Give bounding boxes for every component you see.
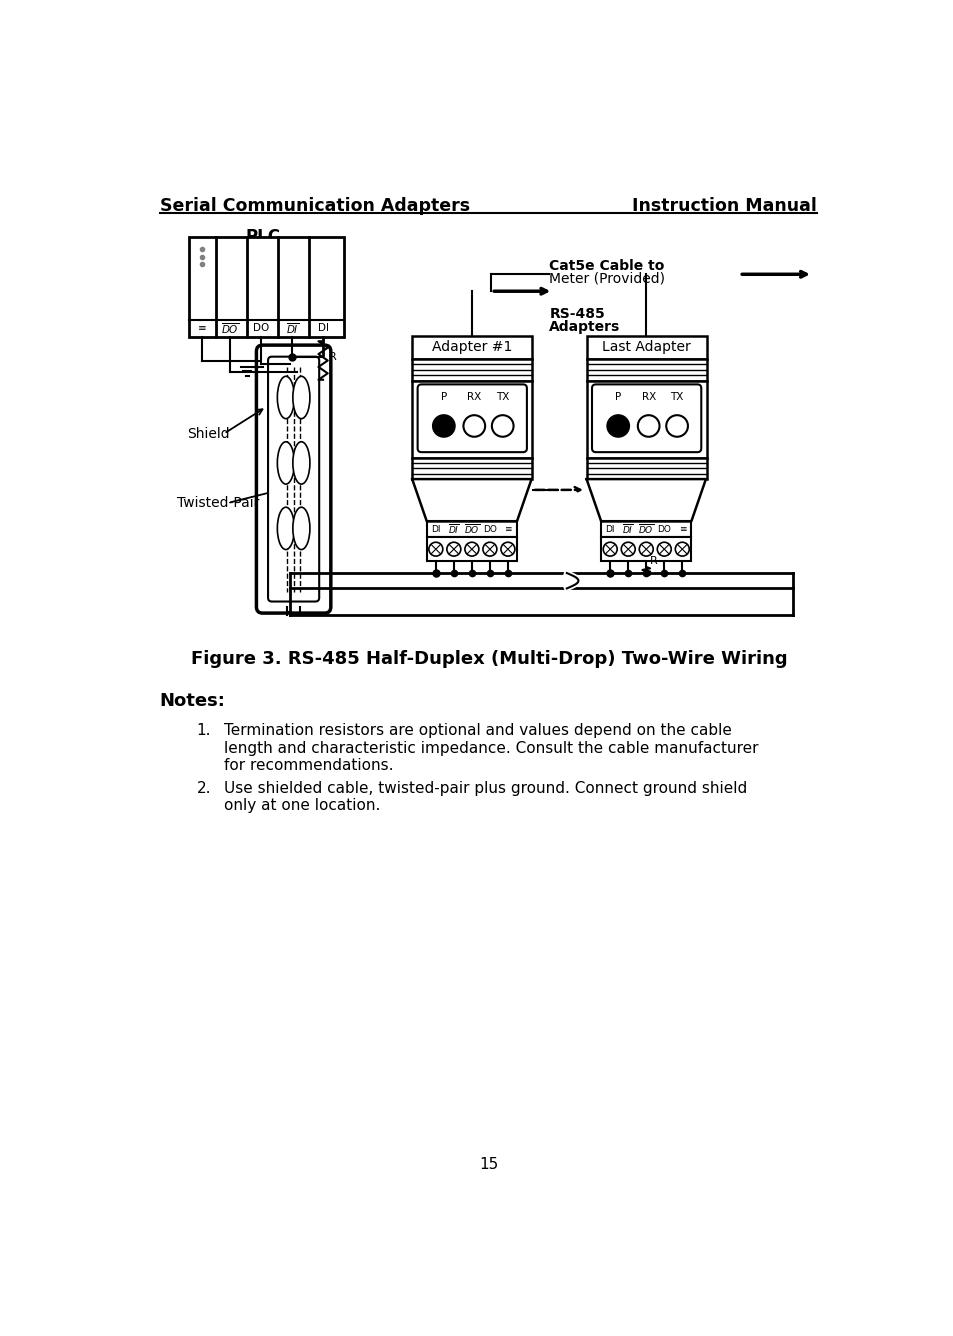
Circle shape bbox=[446, 542, 460, 556]
Text: TX: TX bbox=[670, 393, 683, 402]
Text: DO: DO bbox=[657, 525, 671, 533]
Text: DI: DI bbox=[605, 525, 615, 533]
Circle shape bbox=[482, 542, 497, 556]
Text: PLC: PLC bbox=[245, 228, 280, 246]
Text: DI: DI bbox=[317, 323, 328, 333]
Bar bbox=[412, 359, 532, 381]
Text: DO: DO bbox=[253, 323, 269, 333]
Circle shape bbox=[602, 542, 617, 556]
Polygon shape bbox=[412, 480, 531, 521]
Text: Adapter #1: Adapter #1 bbox=[432, 341, 512, 354]
Text: $\overline{DO}$: $\overline{DO}$ bbox=[463, 522, 479, 536]
Bar bbox=[586, 381, 706, 457]
Text: Shield: Shield bbox=[187, 426, 230, 441]
Text: 2.: 2. bbox=[196, 782, 211, 796]
Ellipse shape bbox=[293, 508, 310, 549]
Text: DI: DI bbox=[431, 525, 440, 533]
Bar bbox=[600, 521, 691, 537]
Text: DO: DO bbox=[482, 525, 497, 533]
Circle shape bbox=[500, 542, 515, 556]
Bar bbox=[586, 359, 706, 381]
FancyBboxPatch shape bbox=[592, 385, 700, 452]
Text: ≡: ≡ bbox=[503, 525, 511, 533]
Text: 1.: 1. bbox=[196, 723, 211, 739]
Ellipse shape bbox=[293, 442, 310, 484]
Text: Adapters: Adapters bbox=[549, 319, 620, 334]
Polygon shape bbox=[586, 480, 705, 521]
Text: RX: RX bbox=[467, 393, 481, 402]
Text: R: R bbox=[649, 557, 658, 566]
Circle shape bbox=[675, 542, 688, 556]
Text: R: R bbox=[329, 351, 336, 362]
Circle shape bbox=[665, 415, 687, 437]
Text: Use shielded cable, twisted-pair plus ground. Connect ground shield
only at one : Use shielded cable, twisted-pair plus gr… bbox=[224, 782, 746, 814]
Ellipse shape bbox=[277, 442, 294, 484]
Ellipse shape bbox=[277, 508, 294, 549]
Bar bbox=[586, 457, 706, 480]
FancyBboxPatch shape bbox=[268, 357, 319, 601]
Text: P: P bbox=[615, 393, 620, 402]
Text: ≡: ≡ bbox=[197, 323, 207, 333]
Text: $\overline{DI}$: $\overline{DI}$ bbox=[621, 522, 634, 536]
Circle shape bbox=[607, 415, 628, 437]
Circle shape bbox=[463, 415, 485, 437]
Bar bbox=[412, 457, 532, 480]
Bar bbox=[412, 381, 532, 457]
Text: ≡: ≡ bbox=[678, 525, 685, 533]
Text: 15: 15 bbox=[478, 1157, 498, 1173]
Text: $\overline{DI}$: $\overline{DI}$ bbox=[448, 522, 459, 536]
Bar bbox=[426, 537, 517, 561]
Circle shape bbox=[620, 542, 635, 556]
Text: RX: RX bbox=[640, 393, 655, 402]
FancyBboxPatch shape bbox=[417, 385, 526, 452]
Text: Cat5e Cable to: Cat5e Cable to bbox=[549, 259, 664, 273]
Bar bbox=[412, 335, 532, 359]
Text: Meter (Provided): Meter (Provided) bbox=[549, 273, 664, 286]
Text: Figure 3. RS-485 Half-Duplex (Multi-Drop) Two-Wire Wiring: Figure 3. RS-485 Half-Duplex (Multi-Drop… bbox=[191, 651, 786, 668]
Circle shape bbox=[639, 542, 653, 556]
Text: Notes:: Notes: bbox=[159, 692, 225, 711]
Circle shape bbox=[433, 415, 455, 437]
Circle shape bbox=[429, 542, 442, 556]
Text: Twisted-Pair: Twisted-Pair bbox=[177, 496, 259, 510]
Text: Termination resistors are optional and values depend on the cable
length and cha: Termination resistors are optional and v… bbox=[224, 723, 758, 774]
Circle shape bbox=[492, 415, 513, 437]
Text: RS-485: RS-485 bbox=[549, 307, 604, 321]
Text: $\overline{DO}$: $\overline{DO}$ bbox=[638, 522, 654, 536]
Circle shape bbox=[638, 415, 659, 437]
Ellipse shape bbox=[277, 377, 294, 418]
Circle shape bbox=[657, 542, 671, 556]
FancyBboxPatch shape bbox=[256, 345, 331, 613]
Bar bbox=[189, 238, 344, 338]
Text: $\overline{DO}$: $\overline{DO}$ bbox=[221, 321, 239, 335]
Circle shape bbox=[464, 542, 478, 556]
Bar bbox=[600, 537, 691, 561]
Text: TX: TX bbox=[496, 393, 509, 402]
Bar bbox=[586, 335, 706, 359]
Bar bbox=[426, 521, 517, 537]
Text: P: P bbox=[440, 393, 447, 402]
Text: Serial Communication Adapters: Serial Communication Adapters bbox=[159, 198, 469, 215]
Text: $\overline{DI}$: $\overline{DI}$ bbox=[285, 321, 298, 335]
Ellipse shape bbox=[293, 377, 310, 418]
Text: Instruction Manual: Instruction Manual bbox=[631, 198, 816, 215]
Text: Last Adapter: Last Adapter bbox=[601, 341, 690, 354]
